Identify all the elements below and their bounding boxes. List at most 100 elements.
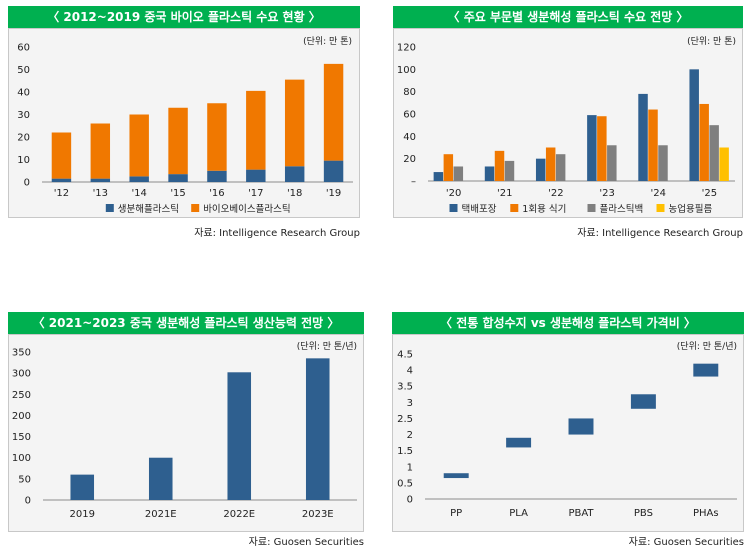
x-tick-label: PHAs xyxy=(693,508,719,519)
chart-title: 〈 2021~2023 중국 생분해성 플라스틱 생산능력 전망 〉 xyxy=(8,312,364,334)
bar xyxy=(535,158,546,181)
y-tick-label: – xyxy=(411,177,416,188)
bar-segment xyxy=(129,176,149,182)
y-tick-label: 60 xyxy=(17,43,30,54)
x-tick-label: '15 xyxy=(170,188,185,199)
x-tick-label: '24 xyxy=(651,188,666,199)
bar xyxy=(555,154,566,181)
y-tick-label: 2.5 xyxy=(397,414,413,425)
bar-segment xyxy=(90,123,111,179)
y-tick-label: 250 xyxy=(12,390,31,401)
x-tick-label: '19 xyxy=(326,188,341,199)
chart-panel-sector-outlook: 〈 주요 부문별 생분해성 플라스틱 수요 전망 〉 (단위: 만 톤) – 20 4… xyxy=(393,6,743,242)
chart-source: 자료: Intelligence Research Group xyxy=(194,228,360,239)
x-tick-label: '13 xyxy=(93,188,108,199)
y-tick-label: 80 xyxy=(403,87,416,98)
chart-svg: (단위: 만 톤/년) 0 50 100 150 200 250 300 350 2019 2021… xyxy=(12,341,357,520)
unit-label: (단위: 만 톤/년) xyxy=(297,341,357,352)
x-tick-label: 2021E xyxy=(145,509,177,520)
legend-swatch xyxy=(191,204,200,212)
y-tick-label: 0 xyxy=(407,495,413,506)
x-tick-label: '20 xyxy=(446,188,461,199)
bar-segment xyxy=(284,166,305,182)
legend-swatch xyxy=(105,204,114,212)
chart-source: 자료: Intelligence Research Group xyxy=(577,228,743,239)
y-tick-label: 100 xyxy=(12,453,31,464)
range-bar xyxy=(443,473,469,479)
plot-area: (단위: 만 톤/년) 0 50 100 150 200 250 300 350 2019 2021… xyxy=(8,334,364,532)
x-tick-label: '16 xyxy=(209,188,224,199)
y-tick-label: 0 xyxy=(25,496,31,507)
x-tick-label: PBS xyxy=(634,508,653,519)
y-tick-label: 2 xyxy=(407,430,413,441)
y-tick-label: 40 xyxy=(403,132,416,143)
x-tick-label: PLA xyxy=(509,508,528,519)
x-tick-label: '25 xyxy=(702,188,717,199)
chart-svg: (단위: 만 톤/년) 0 0.5 1 1.5 2 2.5 3 3.5 4 4.5 PP PLA PBAT… xyxy=(397,341,737,519)
bar xyxy=(607,145,617,181)
legend-swatch xyxy=(510,204,519,212)
x-tick-label: '18 xyxy=(287,188,302,199)
bar-segment xyxy=(90,178,111,182)
y-tick-label: 1.5 xyxy=(397,446,413,457)
y-tick-label: 120 xyxy=(397,43,416,54)
y-tick-label: 100 xyxy=(397,65,416,76)
y-tick-label: 3.5 xyxy=(397,382,413,393)
y-tick-label: 10 xyxy=(17,155,30,166)
legend-label: 1회용 식기 xyxy=(522,204,566,215)
y-tick-label: 4.5 xyxy=(397,350,413,361)
y-tick-label: 200 xyxy=(12,411,31,422)
range-bar xyxy=(506,437,532,448)
chart-panel-capacity-outlook: 〈 2021~2023 중국 생분해성 플라스틱 생산능력 전망 〉 (단위: … xyxy=(8,312,364,548)
y-tick-label: 50 xyxy=(17,65,30,76)
y-tick-label: 1 xyxy=(407,462,413,473)
bar xyxy=(689,69,699,181)
y-tick-label: 20 xyxy=(403,154,416,165)
bar-segment xyxy=(284,79,305,167)
bar-segment xyxy=(323,160,344,182)
y-tick-label: 20 xyxy=(17,133,30,144)
bar xyxy=(658,145,668,181)
bar-segment xyxy=(129,114,149,177)
legend-label: 택배포장 xyxy=(462,204,497,215)
y-tick-label: 0.5 xyxy=(397,478,413,489)
chart-title: 〈 주요 부문별 생분해성 플라스틱 수요 전망 〉 xyxy=(393,6,743,28)
plot-area: (단위: 만 톤/년) 0 0.5 1 1.5 2 2.5 3 3.5 4 4.5 PP PLA PBAT… xyxy=(392,334,744,532)
x-tick-label: '17 xyxy=(248,188,263,199)
chart-svg: (단위: 만 톤) 0 10 20 30 40 50 60 '12 '13 '14 '15 '16 '17… xyxy=(17,36,353,215)
chart-svg: (단위: 만 톤) – 20 40 60 80 100 120 '20 '21 '22 '23 '24 '… xyxy=(397,36,736,215)
range-bar xyxy=(693,363,719,377)
legend-label: 농업용필름 xyxy=(669,203,713,215)
bar-segment xyxy=(51,132,72,179)
chart-source: 자료: Guosen Securities xyxy=(628,537,744,548)
y-tick-label: 50 xyxy=(18,474,31,485)
bar-segment xyxy=(51,178,72,182)
bar-segment xyxy=(323,63,344,161)
y-tick-label: 3 xyxy=(407,398,413,409)
bar xyxy=(587,115,597,181)
bar xyxy=(443,154,454,181)
bar-segment xyxy=(168,174,188,182)
legend-label: 생분해플라스틱 xyxy=(118,203,179,215)
bar xyxy=(719,147,729,181)
bar xyxy=(709,125,719,181)
legend-swatch xyxy=(587,204,596,212)
unit-label: (단위: 만 톤) xyxy=(303,36,352,47)
range-bar xyxy=(630,394,656,409)
chart-title: 〈 전통 합성수지 vs 생분해성 플라스틱 가격비 〉 xyxy=(392,312,744,334)
x-tick-label: 2019 xyxy=(70,509,95,520)
x-tick-label: PBAT xyxy=(568,508,594,519)
chart-panel-demand-history: 〈 2012~2019 중국 바이오 플라스틱 수요 현황 〉 (단위: 만 톤… xyxy=(8,6,360,242)
range-bar xyxy=(568,418,594,435)
chart-source: 자료: Guosen Securities xyxy=(248,537,364,548)
bar xyxy=(504,160,515,181)
legend-swatch xyxy=(656,204,665,212)
bar-segment xyxy=(246,169,266,182)
x-tick-label: 2023E xyxy=(302,509,334,520)
bar xyxy=(494,150,505,181)
bar xyxy=(305,358,330,500)
y-tick-label: 40 xyxy=(17,88,30,99)
bar xyxy=(433,172,444,181)
unit-label: (단위: 만 톤) xyxy=(687,36,736,47)
bar xyxy=(699,103,709,181)
